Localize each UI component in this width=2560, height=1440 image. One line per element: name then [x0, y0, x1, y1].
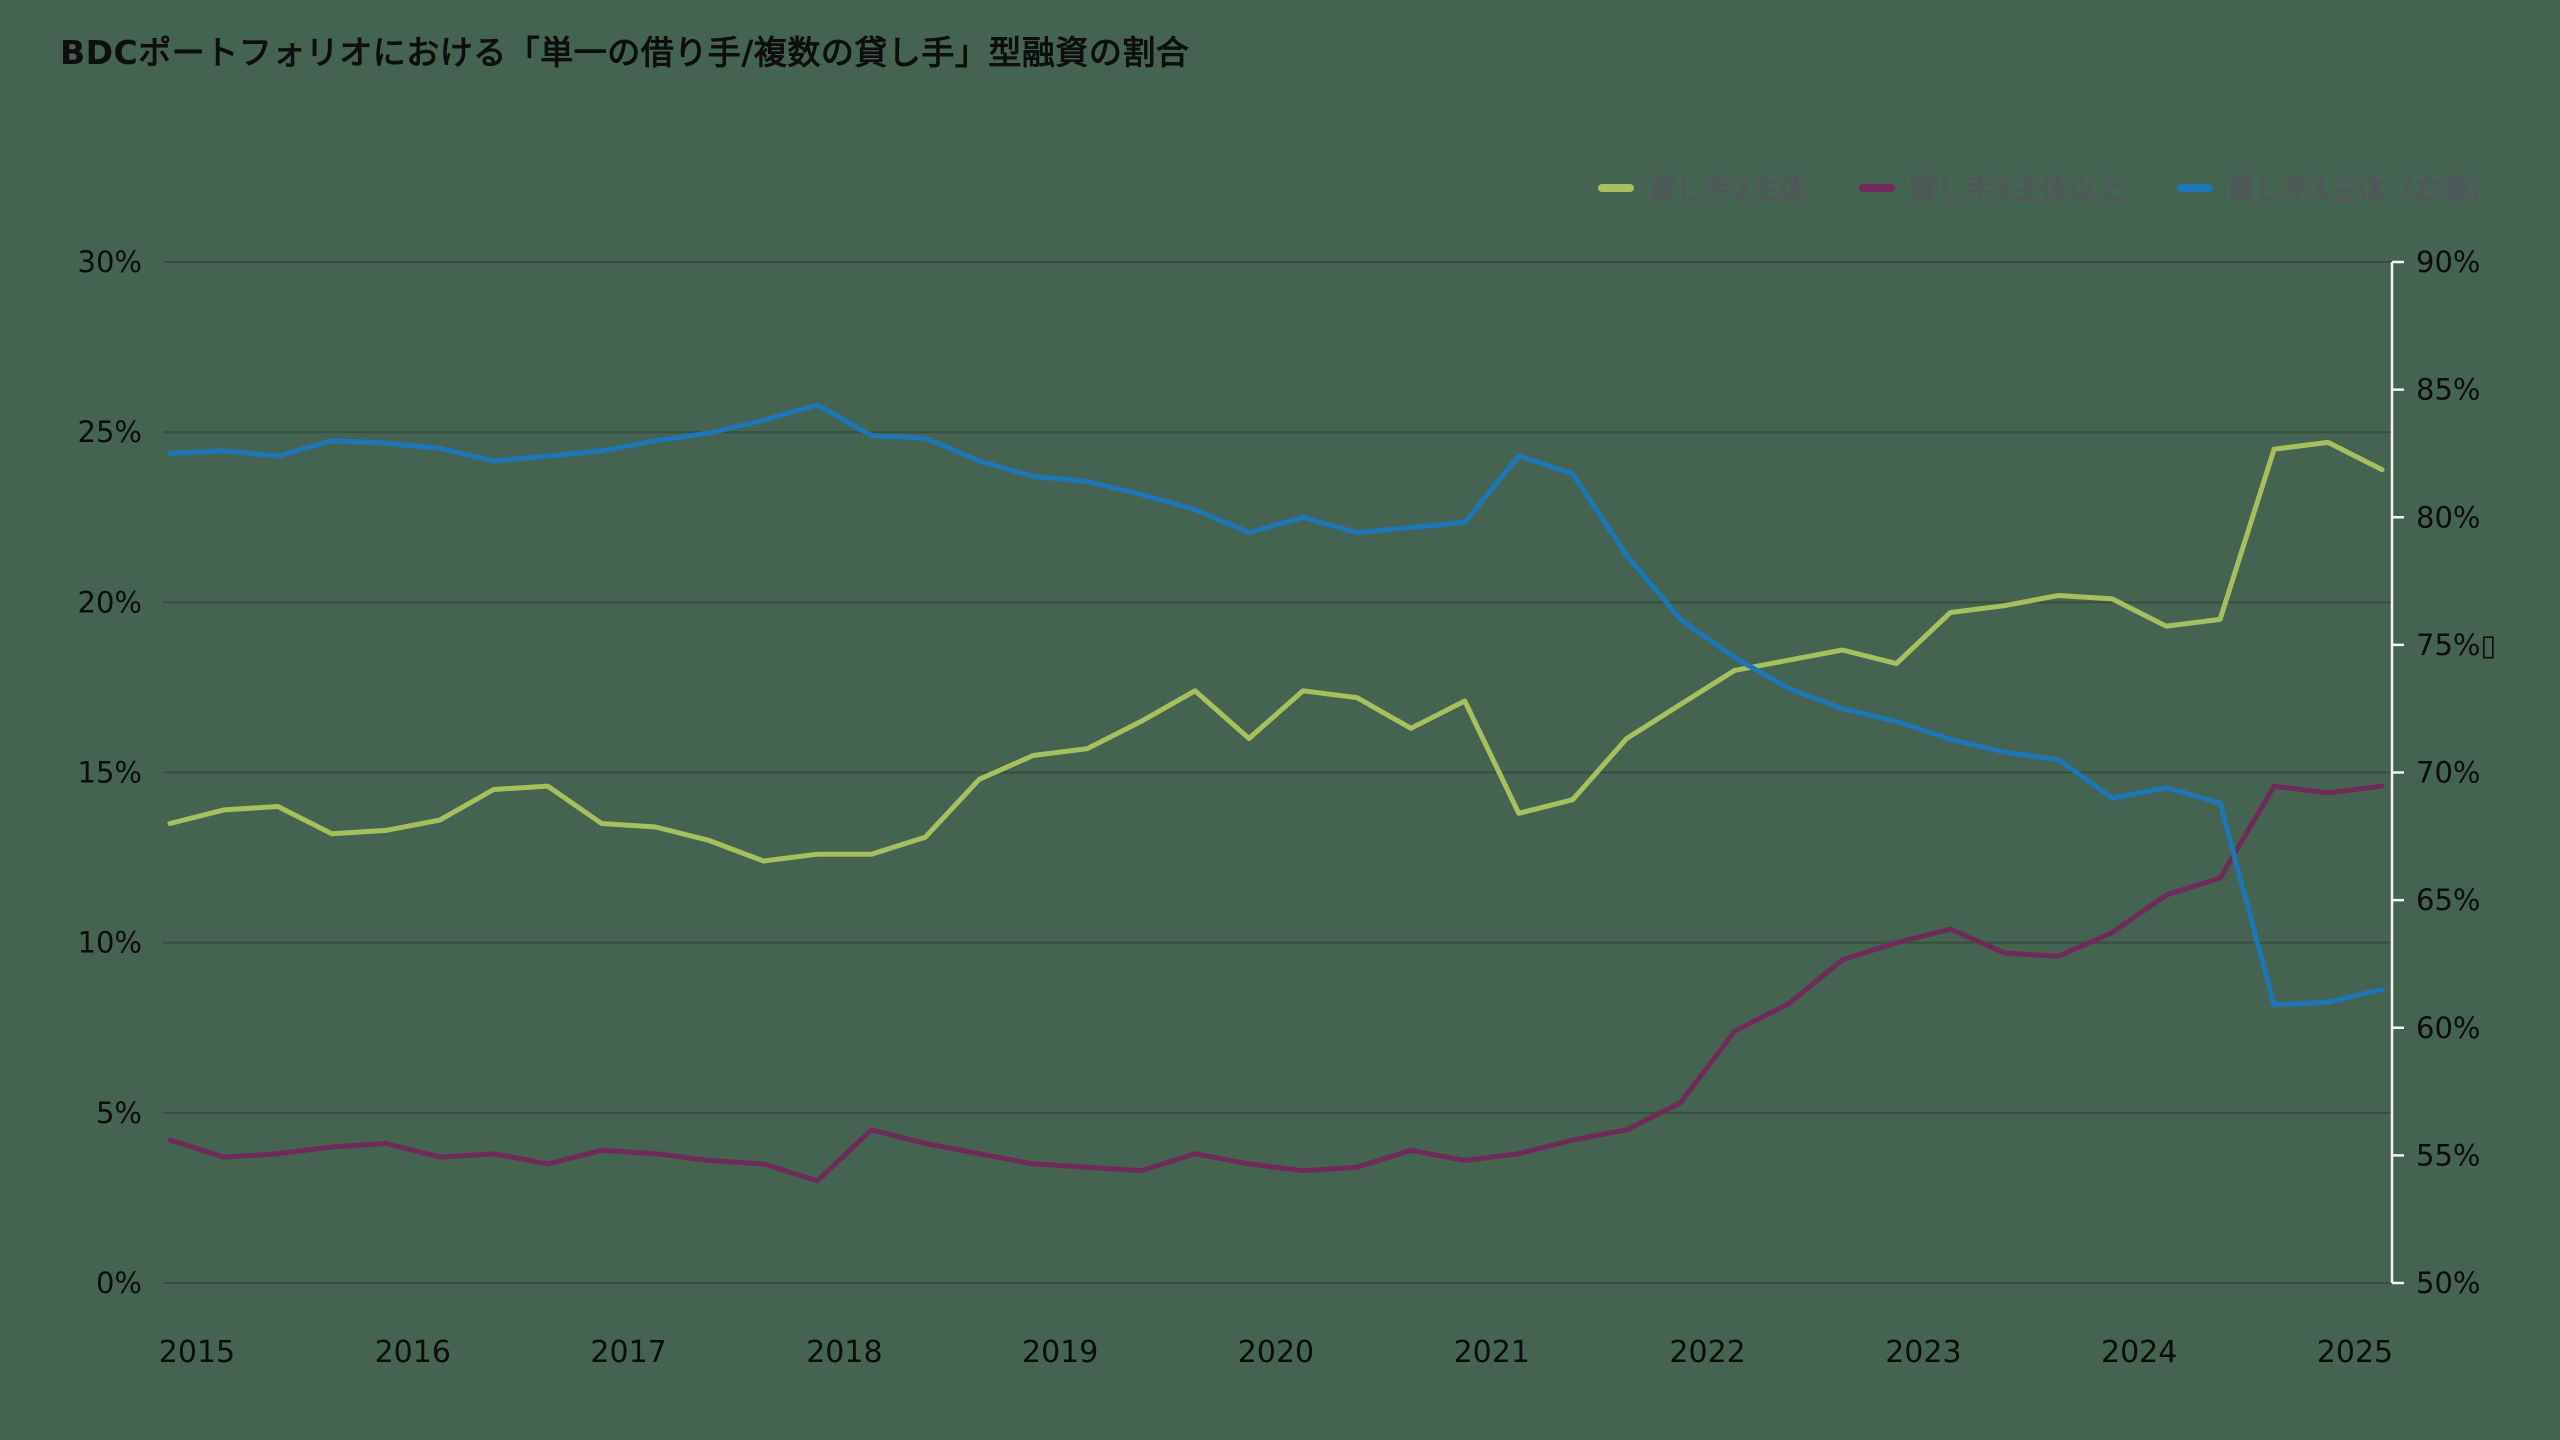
- chart-title: BDCポートフォリオにおける「単一の借り手/複数の貸し手」型融資の割合: [60, 33, 1190, 72]
- right-axis-tick-75: 75%▯: [2416, 628, 2496, 662]
- left-axis-tick-10: 10%: [78, 926, 142, 960]
- x-axis-label-2020: 2020: [1238, 1335, 1314, 1370]
- two-lenders-swatch-icon: [1597, 184, 1634, 192]
- left-axis-tick-15: 15%: [78, 756, 142, 790]
- three-plus-lenders-swatch-icon: [1859, 184, 1896, 192]
- x-axis-label-2022: 2022: [1669, 1335, 1745, 1370]
- series-line-2: [167, 402, 2385, 1008]
- left-axis-tick-25: 25%: [78, 415, 142, 449]
- right-axis-tick-70: 70%: [2416, 756, 2480, 790]
- right-axis-tick-65: 65%: [2416, 883, 2480, 917]
- legend-item-three-plus-lenders: 貸し手3主体以上: [1859, 168, 2125, 208]
- x-axis-label-2024: 2024: [2101, 1335, 2177, 1370]
- legend-item-one-lender: 貸し手1主体（右軸）: [2176, 168, 2498, 208]
- one-lender-swatch-icon: [2176, 184, 2213, 192]
- series-line-1: [167, 783, 2385, 1184]
- left-axis-tick-0: 0%: [96, 1266, 142, 1300]
- legend-label-three-plus-lenders: 貸し手3主体以上: [1909, 173, 2125, 206]
- right-axis-tick-60: 60%: [2416, 1011, 2480, 1045]
- x-axis-label-2015: 2015: [159, 1335, 235, 1370]
- x-axis-label-2017: 2017: [590, 1335, 666, 1370]
- legend-label-two-lenders: 貸し手2主体: [1647, 173, 1808, 206]
- x-axis-label-2021: 2021: [1454, 1335, 1530, 1370]
- x-axis-label-2025: 2025: [2317, 1335, 2393, 1370]
- chart-legend: 貸し手2主体 貸し手3主体以上 貸し手1主体（右軸）: [1597, 168, 2498, 208]
- right-axis-tick-50: 50%: [2416, 1266, 2480, 1300]
- x-axis-label-2018: 2018: [806, 1335, 882, 1370]
- x-axis-label-2016: 2016: [375, 1335, 451, 1370]
- left-axis-tick-20: 20%: [78, 585, 142, 619]
- x-axis-label-2023: 2023: [1885, 1335, 1961, 1370]
- legend-label-one-lender: 貸し手1主体（右軸）: [2226, 173, 2498, 206]
- series-line-0: [167, 439, 2385, 864]
- legend-item-two-lenders: 貸し手2主体: [1597, 168, 1808, 208]
- left-axis-tick-30: 30%: [78, 245, 142, 279]
- right-axis-tick-90: 90%: [2416, 245, 2480, 279]
- x-axis-label-2019: 2019: [1022, 1335, 1098, 1370]
- right-axis-tick-55: 55%: [2416, 1138, 2480, 1172]
- left-axis-tick-5: 5%: [96, 1096, 142, 1130]
- right-axis-tick-85: 85%: [2416, 373, 2480, 407]
- right-axis-tick-80: 80%: [2416, 500, 2480, 534]
